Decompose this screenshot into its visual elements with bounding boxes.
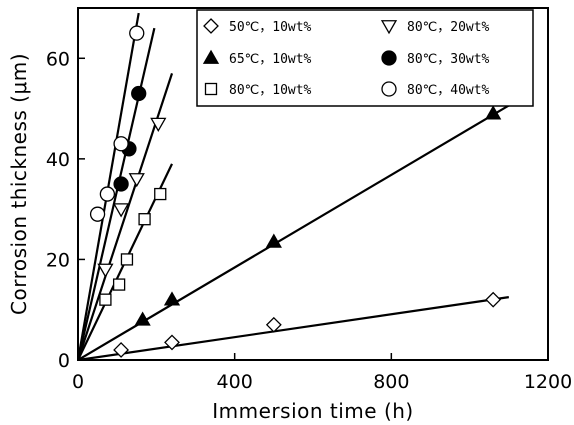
- data-point-series-3: [112, 278, 126, 291]
- legend-label-series-5: 80℃，30wt%: [407, 52, 490, 67]
- data-point-series-6: [113, 136, 129, 152]
- plot-frame: [77, 7, 549, 361]
- legend-marker-series-6: [381, 81, 397, 97]
- data-point-series-4: [128, 173, 145, 188]
- data-point-series-2: [265, 233, 282, 248]
- data-point-series-4: [97, 263, 114, 278]
- x-axis-title: Immersion time (h): [212, 399, 413, 423]
- x-tick-label: 800: [373, 371, 409, 393]
- data-point-series-3: [154, 187, 167, 201]
- data-points-layer: [89, 25, 502, 358]
- y-tick-label: 0: [58, 350, 70, 372]
- axis-ticks-layer: 0 400 800 1200 0 20 40 60: [46, 48, 572, 393]
- legend-label-series-3: 80℃，10wt%: [229, 83, 312, 98]
- x-tick-label: 1200: [524, 371, 572, 393]
- data-point-series-5: [113, 176, 129, 192]
- legend-marker-series-5: [381, 50, 397, 66]
- y-tick-label: 60: [46, 48, 70, 70]
- legend-marker-series-1: [203, 18, 219, 34]
- data-point-series-6: [99, 186, 116, 202]
- y-tick-label: 40: [46, 149, 70, 171]
- data-point-series-6: [89, 206, 106, 222]
- data-point-series-2: [134, 311, 151, 326]
- data-point-series-2: [163, 291, 181, 306]
- legend-marker-series-2: [202, 49, 220, 64]
- legend: 50℃，10wt% 65℃，10wt% 80℃，10wt% 80℃，20wt% 80℃，…: [196, 9, 534, 107]
- data-point-series-5: [131, 85, 147, 102]
- data-point-series-4: [112, 203, 130, 218]
- fit-line-series-5: [78, 27, 156, 360]
- y-tick-label: 20: [46, 249, 70, 271]
- data-point-series-1: [164, 334, 180, 351]
- legend-marker-series-4: [380, 20, 398, 35]
- data-point-series-6: [129, 25, 145, 41]
- data-point-series-3: [138, 213, 151, 226]
- y-axis-title: Corrosion thickness (μm): [7, 53, 31, 315]
- data-point-series-3: [120, 253, 134, 266]
- data-point-series-4: [150, 117, 167, 132]
- legend-label-series-4: 80℃，20wt%: [407, 20, 490, 35]
- fit-line-series-2: [78, 97, 522, 360]
- legend-marker-series-3: [204, 82, 218, 96]
- x-tick-label: 400: [217, 371, 253, 393]
- x-tick-label: 0: [72, 371, 84, 393]
- legend-label-series-2: 65℃，10wt%: [229, 52, 312, 67]
- data-point-series-1: [265, 316, 282, 333]
- legend-label-series-6: 80℃，40wt%: [407, 83, 490, 98]
- fit-line-series-1: [78, 296, 509, 360]
- data-point-series-2: [485, 105, 502, 120]
- legend-label-series-1: 50℃，10wt%: [229, 20, 312, 35]
- data-point-series-3: [99, 293, 112, 306]
- data-point-series-1: [113, 342, 130, 358]
- data-point-series-1: [485, 291, 502, 308]
- legend-box: [196, 9, 534, 107]
